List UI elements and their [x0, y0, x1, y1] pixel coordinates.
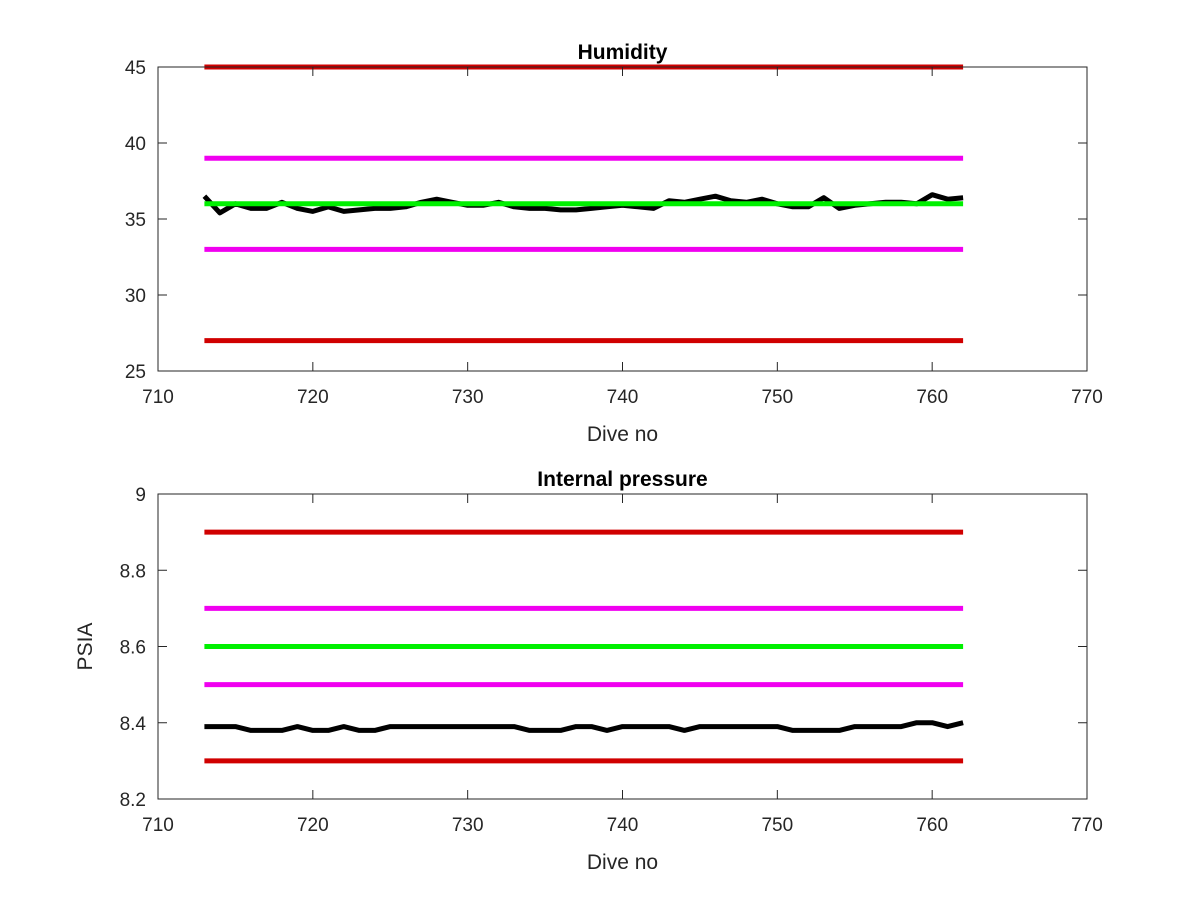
x-tick-label: 730	[452, 815, 484, 836]
y-tick-label: 8.4	[120, 714, 147, 735]
x-tick-label: 770	[1071, 387, 1103, 408]
chart-title: Internal pressure	[537, 468, 707, 491]
y-tick-label: 35	[125, 210, 146, 231]
x-tick-label: 710	[142, 387, 174, 408]
x-axis-label: Dive no	[587, 423, 658, 446]
x-tick-label: 760	[916, 815, 948, 836]
y-tick-label: 8.6	[120, 638, 146, 659]
series-line	[202, 192, 964, 216]
chart-title: Humidity	[578, 41, 668, 64]
y-axis-label: PSIA	[74, 623, 97, 671]
x-tick-label: 740	[607, 815, 639, 836]
x-axis-label: Dive no	[587, 851, 658, 874]
x-tick-label: 720	[297, 387, 329, 408]
plot-frame	[157, 66, 1088, 372]
x-tick-label: 730	[452, 387, 484, 408]
y-tick-label: 45	[125, 58, 146, 79]
y-tick-label: 8.8	[120, 561, 146, 582]
x-tick-label: 720	[297, 815, 329, 836]
humidity-chart: Humidity Dive no 710 720 730 740 750 760 770 25…	[125, 41, 1103, 446]
x-tick-label: 770	[1071, 815, 1103, 836]
y-tick-label: 8.2	[120, 790, 146, 811]
x-tick-label: 760	[916, 387, 948, 408]
y-tick-label: 25	[125, 362, 146, 383]
x-tick-label: 750	[761, 815, 793, 836]
x-tick-label: 750	[761, 387, 793, 408]
y-tick-label: 30	[125, 286, 146, 307]
series-group	[202, 64, 964, 344]
series-line	[204, 720, 964, 733]
series-group	[204, 529, 964, 764]
x-tick-label: 740	[607, 387, 639, 408]
y-tick-label: 40	[125, 134, 146, 155]
x-tick-label: 710	[142, 815, 174, 836]
y-tick-label: 9	[135, 485, 146, 506]
internal-pressure-chart: Internal pressure Dive no PSIA 710 720 730…	[74, 468, 1103, 874]
